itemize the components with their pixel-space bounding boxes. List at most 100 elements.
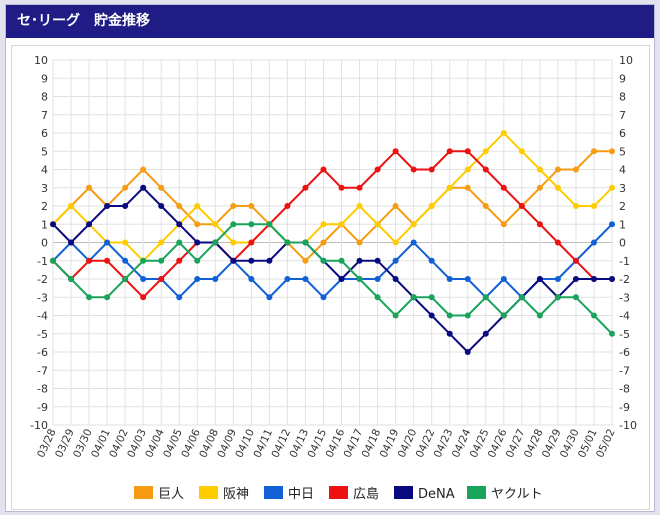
data-point [428, 257, 435, 264]
data-point [446, 184, 453, 191]
data-point [104, 294, 111, 301]
data-point [68, 239, 75, 246]
data-point [464, 148, 471, 155]
chart-frame: 10 10 9 9 8 8 7 7 6 6 5 5 4 4 3 3 2 2 1 1 0 0 -1 -1 -2 -2 -3 -3 -4 -4… [11, 45, 650, 510]
data-point [176, 257, 183, 264]
y-tick-label-left: 9 [41, 72, 48, 85]
data-point [446, 312, 453, 319]
data-point [392, 148, 399, 155]
data-point [140, 166, 147, 173]
data-point [500, 276, 507, 282]
y-tick-label-right: 6 [619, 127, 626, 140]
legend-label: 巨人 [158, 487, 184, 502]
data-point [194, 203, 201, 209]
data-point [482, 203, 489, 209]
data-point [104, 203, 111, 209]
series-line-5 [52, 223, 613, 335]
data-point [50, 257, 56, 264]
data-point [392, 203, 399, 209]
legend-label: 広島 [353, 487, 379, 502]
data-point [536, 221, 543, 228]
y-tick-label-right: -2 [619, 273, 630, 286]
legend-swatch [134, 486, 153, 499]
y-tick-label-right: -8 [619, 383, 630, 396]
data-point [86, 184, 93, 191]
data-point [248, 203, 255, 209]
y-tick-label-right: 10 [619, 54, 633, 67]
data-point [158, 276, 165, 282]
data-point [212, 239, 219, 246]
y-tick-label-right: -3 [619, 291, 630, 304]
data-point [609, 221, 615, 228]
series-line-2 [52, 223, 613, 299]
data-point [482, 166, 489, 173]
data-point [464, 349, 471, 355]
legend-swatch [199, 486, 218, 499]
y-tick-label-right: -9 [619, 401, 630, 414]
data-point [392, 239, 399, 246]
data-point [320, 239, 327, 246]
data-point [428, 166, 435, 173]
data-point [194, 221, 201, 228]
data-point [428, 203, 435, 209]
data-point [446, 330, 453, 337]
data-point [302, 257, 309, 264]
legend-swatch [467, 486, 486, 499]
data-point [302, 184, 309, 191]
data-point [500, 130, 507, 136]
y-tick-label-left: -4 [37, 310, 48, 323]
y-tick-label-right: -5 [619, 328, 630, 341]
data-point [590, 276, 597, 282]
legend-label: DeNA [418, 487, 455, 502]
y-tick-label-right: 5 [619, 145, 626, 158]
data-point [500, 184, 507, 191]
y-tick-label-left: -6 [37, 346, 48, 359]
series-line-3 [52, 150, 612, 299]
legend-swatch [264, 486, 283, 499]
y-tick-label-right: -7 [619, 364, 630, 377]
y-tick-label-left: -8 [37, 383, 48, 396]
data-point [230, 221, 237, 228]
data-point [410, 166, 417, 173]
data-point [230, 257, 237, 264]
data-point [86, 257, 93, 264]
data-point [572, 276, 579, 282]
data-point [374, 276, 381, 282]
y-tick-label-right: 7 [619, 109, 626, 122]
line-chart: 10 109 98 87 76 65 54 43 32 21 10 0-1 -1-2 -2-3 -3-4 -4… [30, 54, 637, 502]
y-tick-label-left: -9 [37, 401, 48, 414]
y-tick-label-right: -1 [619, 255, 630, 268]
y-tick-label-right: -4 [619, 310, 630, 323]
data-point [248, 221, 255, 228]
data-point [194, 257, 201, 264]
data-point [158, 239, 165, 246]
y-tick-label-left: 0 [41, 237, 48, 250]
data-point [122, 184, 129, 191]
data-point [338, 276, 345, 282]
series-line-1 [52, 132, 613, 262]
legend-swatch [329, 486, 348, 499]
data-point [482, 330, 489, 337]
data-point [122, 239, 129, 246]
y-tick-label-left: 1 [41, 218, 48, 231]
data-point [320, 221, 327, 228]
data-point [320, 294, 327, 301]
y-tick-label-right: 1 [619, 218, 626, 231]
data-point [392, 312, 399, 319]
data-point [266, 257, 273, 264]
data-point [572, 294, 579, 301]
data-point [50, 221, 56, 228]
data-point [464, 312, 471, 319]
data-point [572, 203, 579, 209]
data-point [338, 257, 345, 264]
data-point [554, 166, 561, 173]
y-tick-label-left: 7 [41, 109, 48, 122]
data-point [104, 239, 111, 246]
data-point [140, 276, 147, 282]
y-tick-label-left: -2 [37, 273, 48, 286]
y-tick-label-left: -1 [37, 255, 48, 268]
data-point [176, 203, 183, 209]
data-point [230, 239, 237, 246]
data-point [464, 276, 471, 282]
y-tick-label-left: 2 [41, 200, 48, 213]
